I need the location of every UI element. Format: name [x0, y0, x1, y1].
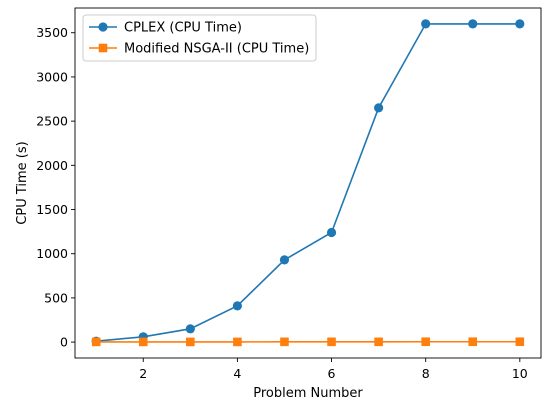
legend-label-2: Modified NSGA-II (CPU Time)	[124, 42, 309, 57]
legend-marker-2	[98, 43, 108, 53]
series-2-point	[280, 337, 289, 347]
legend-label-1: CPLEX (CPU Time)	[124, 21, 242, 36]
series-1-point	[326, 227, 337, 238]
plot-area	[91, 19, 525, 347]
legend-box	[82, 14, 317, 62]
y-axis-title: CPU Time (s)	[15, 141, 30, 224]
legend: CPLEX (CPU Time) Modified NSGA-II (CPU Ti…	[82, 14, 317, 62]
x-axis-title: Problem Number	[253, 386, 363, 401]
y-tick-label: 2000	[36, 158, 68, 173]
series-1-point	[468, 19, 478, 29]
y-tick-label: 500	[44, 290, 68, 305]
series-2-point	[327, 337, 336, 347]
y-tick-label: 2500	[36, 114, 68, 129]
series-1-point	[232, 301, 242, 311]
series-2-point	[138, 337, 148, 347]
y-tick-label: 1000	[36, 246, 68, 261]
series-2-point	[421, 337, 430, 347]
series-1-point	[185, 324, 195, 334]
y-tick-label: 3000	[36, 69, 68, 84]
x-tick-label: 2	[139, 366, 147, 381]
series-2-point	[233, 337, 242, 347]
series-2-point	[91, 337, 101, 347]
plot-frame	[74, 7, 542, 359]
y-tick-label: 1500	[36, 202, 68, 217]
x-tick-label: 6	[328, 366, 336, 381]
series-1-point	[515, 19, 525, 29]
series-line-1	[96, 23, 520, 343]
series-2-point	[468, 337, 478, 347]
axes: 2 4 6 8 10 0 500 1000 1500 2000 2500 3000 3500	[36, 7, 542, 381]
x-tick-label: 8	[422, 366, 430, 381]
series-2-point	[186, 337, 195, 347]
x-tick-label: 4	[233, 366, 241, 381]
series-2-point	[515, 337, 525, 347]
x-tick-label: 10	[512, 366, 528, 381]
series-1-point	[374, 103, 384, 113]
series-2-point	[374, 337, 383, 347]
series-1-point	[279, 255, 290, 265]
y-tick-label: 3500	[36, 25, 68, 40]
legend-marker-1	[98, 22, 108, 32]
series-1-point	[421, 19, 431, 29]
y-tick-label: 0	[60, 335, 68, 350]
